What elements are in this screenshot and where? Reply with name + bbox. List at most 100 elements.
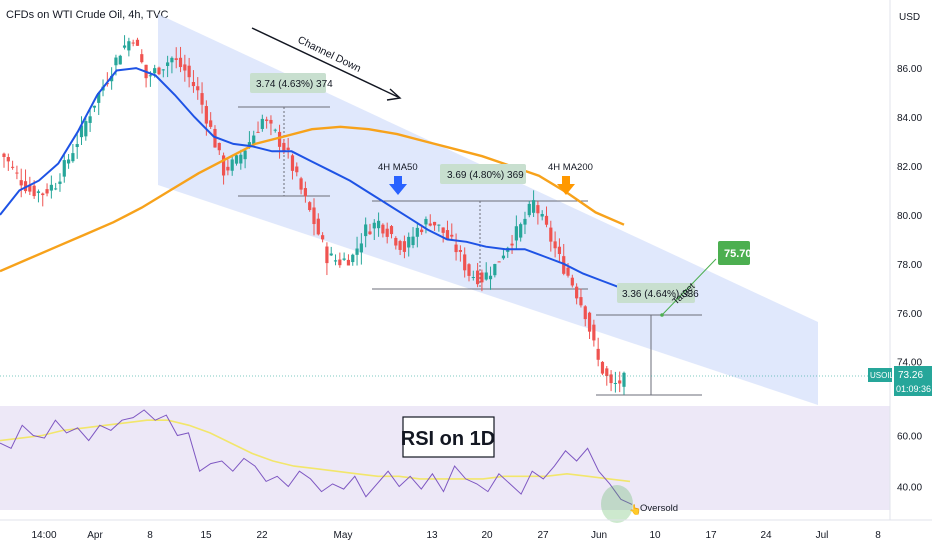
candle-body <box>32 185 36 197</box>
candle-body <box>110 75 114 82</box>
candle-body <box>458 249 462 252</box>
candle-body <box>84 121 88 137</box>
candle-body <box>325 246 329 264</box>
measure-lines <box>238 106 702 396</box>
time-tick-label: 17 <box>705 530 717 541</box>
candle-body <box>407 236 411 248</box>
candle-body <box>570 277 574 286</box>
measure3-label: 3.36 (4.64%) 336 <box>622 289 699 300</box>
candle-body <box>467 264 471 276</box>
candle-body <box>544 215 549 225</box>
candle-body <box>501 255 506 259</box>
candle-body <box>484 272 488 280</box>
ma50-down-arrow <box>389 176 407 195</box>
candle-body <box>6 157 10 162</box>
time-tick-label: 14:00 <box>31 530 56 541</box>
candle-body <box>497 261 501 263</box>
candle-body <box>157 67 161 75</box>
candle-body <box>252 135 256 145</box>
candle-body <box>411 236 415 246</box>
rsi-ma-line <box>0 419 631 483</box>
candle-body <box>135 39 140 46</box>
candle-body <box>376 220 381 229</box>
ma50-line <box>0 67 623 290</box>
candle-body <box>140 54 144 63</box>
candle-body <box>359 243 363 253</box>
candle-body <box>191 81 196 87</box>
candle-body <box>118 55 122 65</box>
measure2-label: 3.69 (4.80%) 369 <box>447 170 524 181</box>
candle-body <box>321 235 325 240</box>
candle-body <box>153 68 157 74</box>
candle-body <box>420 229 424 233</box>
candle-body <box>510 243 514 246</box>
candle-body <box>600 361 605 374</box>
candle-body <box>445 230 450 239</box>
candle-body <box>62 160 66 177</box>
candle-body <box>519 224 523 238</box>
candle-body <box>196 86 200 91</box>
time-tick-label: 24 <box>760 530 772 541</box>
candle-body <box>329 253 333 256</box>
ma200-label: 4H MA200 <box>548 162 593 173</box>
candle-body <box>277 131 282 147</box>
candle-body <box>476 270 480 285</box>
candle-body <box>579 297 583 306</box>
time-tick-label: 8 <box>147 530 153 541</box>
candle-body <box>536 205 540 214</box>
candle-body <box>557 246 562 255</box>
candle-body <box>269 119 273 124</box>
candle-body <box>71 153 75 162</box>
time-axis[interactable]: 14:00 Apr 8 15 22 May 13 20 27 Jun 10 17 24 Jul 8 <box>31 530 881 541</box>
rsi-title: RSI on 1D <box>401 428 495 450</box>
candle-body <box>583 306 587 320</box>
candle-body <box>415 227 419 237</box>
rsi-tick-label: 60.00 <box>897 432 922 443</box>
candle-body <box>97 92 101 103</box>
target-value-box <box>718 241 750 265</box>
candle-body <box>428 223 432 226</box>
price-tick-label: 82.00 <box>897 162 922 173</box>
candle-body <box>402 241 407 252</box>
time-tick-label: 27 <box>537 530 549 541</box>
price-label: 73.26 <box>898 370 923 381</box>
candle-body <box>454 244 458 253</box>
candle-body <box>333 260 338 262</box>
price-tick-label: 74.00 <box>897 358 922 369</box>
candle-body <box>566 267 570 276</box>
candle-body <box>385 228 389 237</box>
candle-body <box>553 241 557 249</box>
candle-body <box>549 227 553 242</box>
candle-body <box>463 254 467 271</box>
measure3-box <box>617 283 695 303</box>
oversold-highlight <box>601 485 633 523</box>
candle-body <box>514 226 518 241</box>
price-axis[interactable]: 86.00 84.00 82.00 80.00 78.00 76.00 74.00 <box>897 64 922 369</box>
candle-body <box>19 180 23 186</box>
candle-body <box>36 191 41 193</box>
candle-body <box>88 116 92 123</box>
candle-body <box>58 181 62 184</box>
candle-body <box>187 65 191 78</box>
candle-body <box>618 380 622 384</box>
candle-body <box>114 57 118 66</box>
candle-body <box>54 188 58 190</box>
candle-body <box>299 178 303 190</box>
candle-body <box>28 185 32 192</box>
rsi-axis: 60.00 40.00 <box>897 432 922 494</box>
measure1-box <box>250 73 326 93</box>
candle-body <box>480 272 484 283</box>
price-tick-label: 78.00 <box>897 260 922 271</box>
time-tick-label: 13 <box>426 530 438 541</box>
candle-body <box>256 131 260 133</box>
candle-body <box>316 218 320 235</box>
candle-body <box>355 248 359 255</box>
oversold-emoji-icon: 👆 <box>629 503 641 516</box>
candle-body <box>575 286 579 299</box>
target-value: 75.70 <box>724 248 752 260</box>
price-badge <box>894 366 932 396</box>
candle-body <box>122 45 127 48</box>
ma50-label: 4H MA50 <box>378 162 418 173</box>
candle-body <box>398 241 402 250</box>
